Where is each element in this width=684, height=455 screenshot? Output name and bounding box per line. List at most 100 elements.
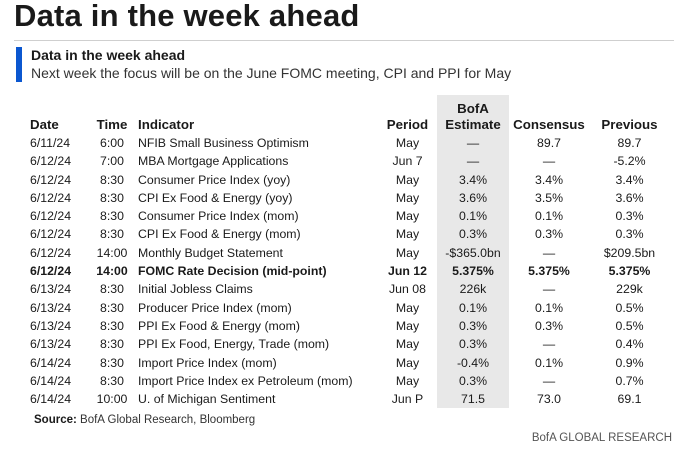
cell-previous: 0.4% xyxy=(615,337,644,352)
cell-period: Jun 12 xyxy=(388,264,427,279)
cell-period: May xyxy=(395,355,420,370)
cell-time: 8:30 xyxy=(100,355,124,370)
cell-indicator: Initial Jobless Claims xyxy=(138,282,253,297)
cell-indicator: Import Price Index ex Petroleum (mom) xyxy=(138,373,353,388)
cell-period: May xyxy=(395,318,420,333)
column-header-time: Time xyxy=(96,117,128,132)
cell-date: 6/13/24 xyxy=(30,337,72,352)
cell-period: May xyxy=(395,209,420,224)
cell-consensus: 0.1% xyxy=(534,355,564,370)
cell-period: May xyxy=(395,245,420,260)
cell-estimate: 0.1% xyxy=(458,300,488,315)
table-row: 6/12/24 8:30 Consumer Price Index (mom) May… xyxy=(30,207,670,225)
cell-estimate: 71.5 xyxy=(461,392,485,407)
cell-date: 6/12/24 xyxy=(30,245,72,260)
cell-time: 8:30 xyxy=(100,318,124,333)
cell-estimate: — xyxy=(466,154,480,169)
table-row: 6/13/24 8:30 Producer Price Index (mom) May… xyxy=(30,299,670,317)
cell-time: 8:30 xyxy=(100,227,124,242)
cell-time: 8:30 xyxy=(100,300,124,315)
table-row: 6/12/24 8:30 CPI Ex Food & Energy (mom) May… xyxy=(30,225,670,243)
column-header-previous: Previous xyxy=(601,117,658,132)
cell-consensus: 0.1% xyxy=(534,209,564,224)
cell-period: Jun 08 xyxy=(389,282,426,297)
cell-consensus: 0.1% xyxy=(534,300,564,315)
cell-consensus: — xyxy=(542,373,556,388)
cell-time: 8:30 xyxy=(100,209,124,224)
cell-period: May xyxy=(395,172,420,187)
cell-date: 6/13/24 xyxy=(30,300,72,315)
cell-date: 6/12/24 xyxy=(30,227,72,242)
column-header-estimate-line1: BofA xyxy=(457,101,489,116)
cell-time: 14:00 xyxy=(96,245,128,260)
cell-previous: 0.9% xyxy=(615,355,644,370)
cell-indicator: Monthly Budget Statement xyxy=(138,245,283,260)
cell-indicator: NFIB Small Business Optimism xyxy=(138,136,309,150)
cell-estimate: — xyxy=(466,136,480,150)
cell-indicator: CPI Ex Food & Energy (yoy) xyxy=(138,190,293,205)
cell-consensus: 5.375% xyxy=(528,264,570,279)
cell-previous: 89.7 xyxy=(617,136,642,150)
source-label: Source: xyxy=(34,414,77,426)
column-header-consensus: Consensus xyxy=(513,117,585,132)
cell-estimate: 0.3% xyxy=(458,337,488,352)
table-row: 6/14/24 10:00 U. of Michigan Sentiment Jun … xyxy=(30,390,670,408)
cell-previous: -5.2% xyxy=(613,154,646,169)
cell-indicator: PPI Ex Food, Energy, Trade (mom) xyxy=(138,337,330,352)
table-row: 6/12/24 8:30 Consumer Price Index (yoy) May… xyxy=(30,171,670,189)
table-row: 6/14/24 8:30 Import Price Index (mom) May -0… xyxy=(30,354,670,372)
cell-estimate: -$365.0bn xyxy=(445,245,501,260)
table-row: 6/11/24 6:00 NFIB Small Business Optimism M… xyxy=(30,134,670,152)
cell-time: 8:30 xyxy=(100,337,124,352)
accent-bar xyxy=(16,47,22,82)
cell-date: 6/12/24 xyxy=(30,209,72,224)
cell-date: 6/14/24 xyxy=(30,373,72,388)
cell-estimate: 0.3% xyxy=(458,373,488,388)
cell-indicator: CPI Ex Food & Energy (mom) xyxy=(138,227,301,242)
cell-consensus: — xyxy=(542,337,556,352)
cell-previous: 3.4% xyxy=(615,172,644,187)
cell-time: 8:30 xyxy=(100,373,124,388)
cell-date: 6/13/24 xyxy=(30,282,72,297)
cell-period: May xyxy=(395,373,420,388)
cell-time: 8:30 xyxy=(100,172,124,187)
cell-period: May xyxy=(395,337,420,352)
cell-previous: 0.7% xyxy=(615,373,644,388)
source-note: Source: BofA Global Research, Bloomberg xyxy=(34,414,255,426)
cell-time: 7:00 xyxy=(100,154,124,169)
cell-time: 14:00 xyxy=(96,264,128,279)
column-header-estimate: BofA Estimate xyxy=(437,95,509,134)
page-headline: Data in the week ahead xyxy=(14,0,360,33)
column-header-date: Date xyxy=(30,117,59,132)
cell-time: 8:30 xyxy=(100,282,124,297)
cell-time: 6:00 xyxy=(100,136,124,150)
cell-indicator: Consumer Price Index (yoy) xyxy=(138,172,291,187)
cell-date: 6/12/24 xyxy=(30,264,72,279)
cell-period: Jun P xyxy=(391,392,424,407)
table-title: Data in the week ahead xyxy=(31,47,186,63)
column-header-indicator: Indicator xyxy=(138,117,195,132)
table-row: 6/13/24 8:30 PPI Ex Food & Energy (mom) May… xyxy=(30,317,670,335)
cell-previous: 5.375% xyxy=(608,264,651,279)
cell-previous: 69.1 xyxy=(617,392,642,407)
estimate-column-shading xyxy=(437,95,509,408)
cell-time: 8:30 xyxy=(100,190,124,205)
table-row: 6/13/24 8:30 PPI Ex Food, Energy, Trade (m… xyxy=(30,335,670,353)
cell-consensus: 0.3% xyxy=(534,227,564,242)
cell-consensus: 89.7 xyxy=(537,136,561,150)
cell-previous: 0.3% xyxy=(615,227,644,242)
cell-indicator: Producer Price Index (mom) xyxy=(138,300,292,315)
table-description: Next week the focus will be on the June … xyxy=(31,65,512,81)
footer-brand: BofA GLOBAL RESEARCH xyxy=(531,432,672,444)
column-header-period: Period xyxy=(386,117,429,132)
cell-period: May xyxy=(395,190,420,205)
cell-previous: 0.5% xyxy=(615,318,644,333)
table-row: 6/12/24 14:00 Monthly Budget Statement May -… xyxy=(30,244,670,262)
source-text: BofA Global Research, Bloomberg xyxy=(80,414,256,426)
cell-consensus: — xyxy=(542,245,556,260)
cell-indicator: Import Price Index (mom) xyxy=(138,355,277,370)
cell-date: 6/12/24 xyxy=(30,190,72,205)
cell-previous: $209.5bn xyxy=(603,245,656,260)
table-row: 6/12/24 7:00 MBA Mortgage Applications Jun … xyxy=(30,152,670,170)
table-row: 6/12/24 14:00 FOMC Rate Decision (mid-poin… xyxy=(30,262,670,280)
